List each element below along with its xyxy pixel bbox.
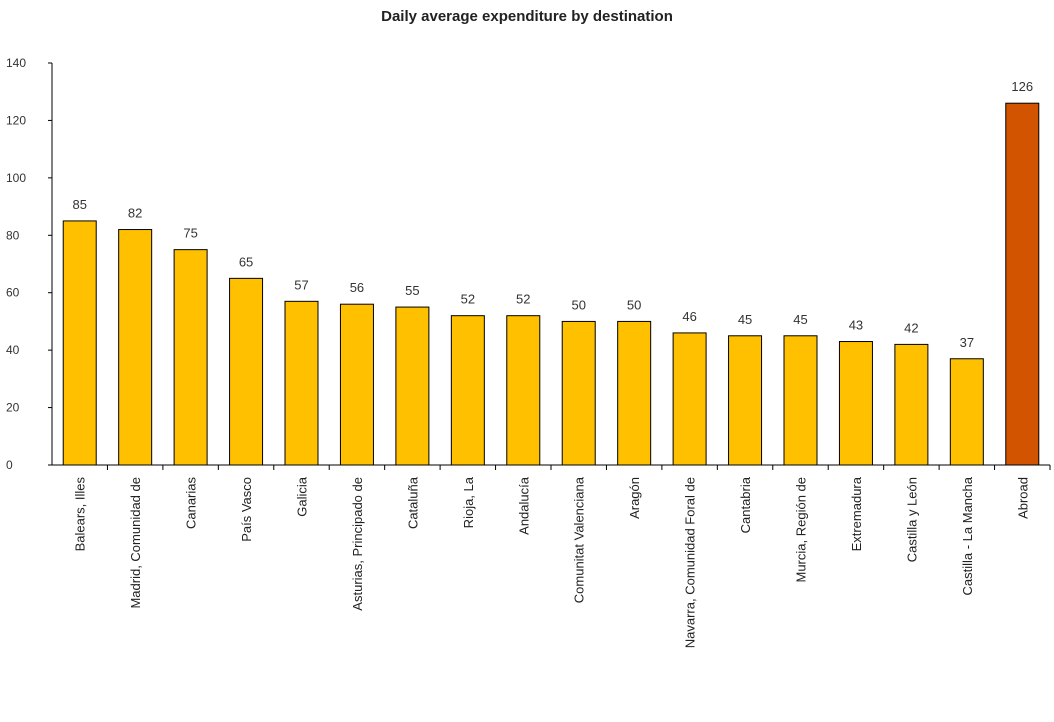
bar-andaluc-a bbox=[506, 315, 541, 466]
bar-canarias bbox=[173, 249, 208, 466]
x-tick-label: Cataluña bbox=[405, 476, 420, 529]
data-label: 57 bbox=[294, 277, 308, 292]
bar-castilla-la-mancha bbox=[949, 358, 984, 466]
bar-extremadura bbox=[838, 341, 873, 466]
x-tick-label: Murcia, Región de bbox=[794, 477, 809, 583]
data-label: 55 bbox=[405, 283, 419, 298]
bar-arag-n bbox=[617, 320, 652, 466]
x-tick-label: Asturias, Principado de bbox=[350, 477, 365, 611]
bar-galicia bbox=[284, 300, 319, 466]
data-label: 65 bbox=[239, 254, 253, 269]
bars bbox=[62, 102, 1040, 466]
data-label: 50 bbox=[627, 297, 641, 312]
data-label: 42 bbox=[904, 320, 918, 335]
y-tick-label: 80 bbox=[6, 228, 20, 242]
x-tick-label: Madrid, Comunidad de bbox=[128, 477, 143, 609]
x-tick-label: Navarra, Comunidad Foral de bbox=[683, 477, 698, 648]
bar-madrid-comunidad-de bbox=[118, 229, 153, 466]
x-tick-label: País Vasco bbox=[239, 477, 254, 542]
bar-cantabria bbox=[728, 335, 763, 466]
data-label: 52 bbox=[516, 292, 530, 307]
bar-asturias-principado-de bbox=[339, 303, 374, 466]
data-labels: 85 82 75 65 57 56 55 52 52 50 50 46 45 45 43 42 37 126 bbox=[72, 79, 1033, 350]
y-tick-label: 140 bbox=[6, 56, 26, 70]
data-label: 46 bbox=[682, 309, 696, 324]
y-tick-label: 40 bbox=[6, 343, 20, 357]
chart-title: Daily average expenditure by destination bbox=[381, 8, 673, 25]
data-label: 85 bbox=[72, 197, 86, 212]
data-label: 45 bbox=[793, 312, 807, 327]
data-label: 75 bbox=[183, 226, 197, 241]
data-label: 82 bbox=[128, 206, 142, 221]
bar-comunitat-valenciana bbox=[561, 320, 596, 466]
x-tick-label: Galicia bbox=[295, 476, 310, 517]
y-tick-label: 60 bbox=[6, 286, 20, 300]
data-label: 45 bbox=[738, 312, 752, 327]
y-tick-label: 120 bbox=[6, 113, 26, 127]
bar-murcia-regi-n-de bbox=[783, 335, 818, 466]
data-label: 52 bbox=[461, 292, 475, 307]
y-axis: 0 20 40 60 80 100 120 140 bbox=[6, 56, 53, 472]
x-tick-label: Canarias bbox=[184, 477, 199, 530]
data-label: 126 bbox=[1011, 79, 1033, 94]
bar-castilla-y-le-n bbox=[894, 343, 929, 466]
bar-rioja-la bbox=[450, 315, 485, 466]
data-label: 37 bbox=[960, 335, 974, 350]
data-label: 50 bbox=[571, 297, 585, 312]
x-tick-label: Castilla - La Mancha bbox=[960, 476, 975, 595]
x-tick-label: Balears, Illes bbox=[73, 477, 88, 552]
x-tick-label: Cantabria bbox=[738, 476, 753, 533]
data-label: 43 bbox=[849, 318, 863, 333]
x-tick-label: Abroad bbox=[1015, 477, 1030, 519]
data-label: 56 bbox=[350, 280, 364, 295]
bar-abroad bbox=[1005, 102, 1040, 466]
x-axis: Balears, Illes Madrid, Comunidad de Canari… bbox=[52, 464, 1051, 648]
x-tick-label: Aragón bbox=[627, 477, 642, 519]
x-tick-label: Extremadura bbox=[849, 476, 864, 551]
x-tick-label: Andalucía bbox=[516, 476, 531, 535]
x-tick-label: Comunitat Valenciana bbox=[572, 476, 587, 603]
bar-catalu-a bbox=[395, 306, 430, 466]
bar-navarra-comunidad-foral-de bbox=[672, 332, 707, 466]
x-tick-label: Rioja, La bbox=[461, 476, 476, 528]
bar-balears-illes bbox=[62, 220, 97, 466]
x-tick-label: Castilla y León bbox=[904, 477, 919, 562]
y-tick-label: 20 bbox=[6, 401, 20, 415]
y-tick-label: 100 bbox=[6, 171, 26, 185]
y-tick-label: 0 bbox=[6, 458, 13, 472]
bar-pa-s-vasco bbox=[229, 277, 264, 466]
